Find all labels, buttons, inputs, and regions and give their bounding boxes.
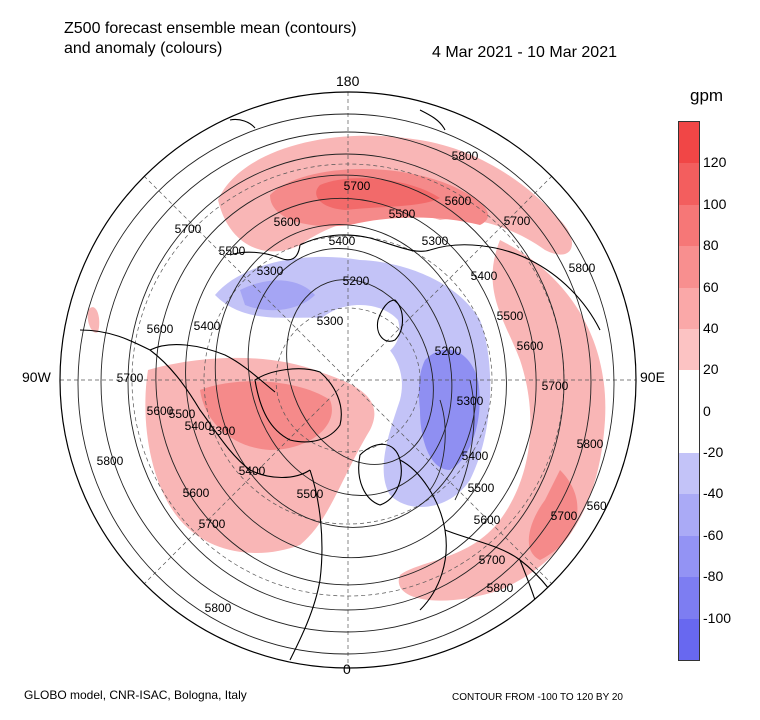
- contour-label: 5700: [344, 179, 371, 193]
- colorbar-segment: [679, 618, 699, 661]
- map-title-line-2: and anomaly (colours): [64, 40, 223, 57]
- colorbar-segment: [679, 453, 699, 495]
- contour-label: 5300: [422, 234, 449, 248]
- colorbar-tick-label: -80: [703, 568, 724, 585]
- contour-note: CONTOUR FROM -100 TO 120 BY 20: [452, 692, 623, 703]
- meridian-label-0: 0: [343, 661, 351, 677]
- colorbar-tick-label: 80: [703, 237, 719, 254]
- contour-label: 5400: [239, 464, 266, 478]
- colorbar-tick-label: -60: [703, 526, 724, 543]
- contour-label: 5400: [329, 234, 356, 248]
- contour-label: 5800: [205, 601, 232, 615]
- contour-label: 5600: [147, 404, 174, 418]
- contour-label: 5300: [457, 394, 484, 408]
- colorbar-tick-label: 20: [703, 361, 719, 378]
- colorbar-segment: [679, 328, 699, 371]
- contour-label: 5500: [468, 481, 495, 495]
- contour-label: 5700: [175, 222, 202, 236]
- colorbar-tick-label: -100: [703, 609, 732, 626]
- contour-label: 5600: [474, 513, 501, 527]
- contour-label: 5700: [117, 371, 144, 385]
- contour-label: 5500: [297, 487, 324, 501]
- contour-label: 5700: [479, 553, 506, 567]
- contour-label: 5700: [551, 509, 578, 523]
- contour-label: 5600: [517, 339, 544, 353]
- colorbar-tick-label: 100: [703, 195, 727, 212]
- colorbar-segment: [679, 535, 699, 578]
- meridian-label-90e: 90E: [640, 369, 665, 385]
- contour-label: 5800: [487, 581, 514, 595]
- contour-label: 5800: [97, 454, 124, 468]
- colorbar-segment: [679, 163, 699, 206]
- contour-label: 5500: [169, 407, 196, 421]
- contour-label: 5500: [389, 207, 416, 221]
- contour-label: 5300: [257, 264, 284, 278]
- anomaly-negative-canada-core: [240, 280, 315, 311]
- contour-label: 5400: [462, 449, 489, 463]
- colorbar-segment: [679, 494, 699, 537]
- contour-label: 5400: [185, 419, 212, 433]
- map-title-line-1: Z500 forecast ensemble mean (contours): [64, 20, 357, 37]
- contour-label: 5500: [219, 244, 246, 258]
- colorbar-tick-label: 0: [703, 402, 711, 419]
- colorbar-segment: [679, 370, 699, 413]
- contour-label: 5600: [183, 486, 210, 500]
- contour-label: 5500: [497, 309, 524, 323]
- anomaly-near-zero-pole: [319, 305, 400, 362]
- contour-label: 5300: [317, 314, 344, 328]
- colorbar-segment: [679, 287, 699, 330]
- contour-label: 5700: [199, 517, 226, 531]
- colorbar-segment: [679, 411, 699, 454]
- colorbar-tick-label: 40: [703, 319, 719, 336]
- colorbar: [678, 121, 700, 661]
- colorbar-tick-label: 60: [703, 278, 719, 295]
- anomaly-negative-arctic: [215, 256, 491, 507]
- contour-label: 5600: [274, 215, 301, 229]
- colorbar-segment: [679, 204, 699, 247]
- contour-label: 5600: [147, 322, 174, 336]
- colorbar-segment: [679, 246, 699, 289]
- colorbar-tick-label: 120: [703, 154, 727, 171]
- contour-label: 5400: [194, 319, 221, 333]
- colorbar-unit: gpm: [690, 86, 724, 105]
- colorbar-segment: [679, 122, 699, 164]
- meridian-label-180: 180: [336, 73, 360, 89]
- contour-label: 5600: [445, 194, 472, 208]
- contour-label: 5200: [435, 344, 462, 358]
- anomaly-positive-west-patch: [87, 307, 100, 333]
- colorbar-segment: [679, 577, 699, 620]
- model-credit: GLOBO model, CNR-ISAC, Bologna, Italy: [24, 688, 247, 702]
- meridian-label-90w: 90W: [22, 369, 51, 385]
- contour-label: 5400: [471, 269, 498, 283]
- contour-label: 5700: [542, 379, 569, 393]
- anomaly-positive-pacific-peak: [316, 178, 440, 210]
- contour-label: 5700: [504, 214, 531, 228]
- contour-label: 5800: [577, 437, 604, 451]
- date-range: 4 Mar 2021 - 10 Mar 2021: [432, 44, 617, 61]
- contour-label: 5800: [569, 261, 596, 275]
- map-boundary: [59, 91, 637, 669]
- contour-label: 5800: [452, 149, 479, 163]
- colorbar-tick-label: -40: [703, 485, 724, 502]
- contour-label: 5200: [343, 274, 370, 288]
- contour-label: 5300: [209, 424, 236, 438]
- colorbar-tick-label: -20: [703, 444, 724, 461]
